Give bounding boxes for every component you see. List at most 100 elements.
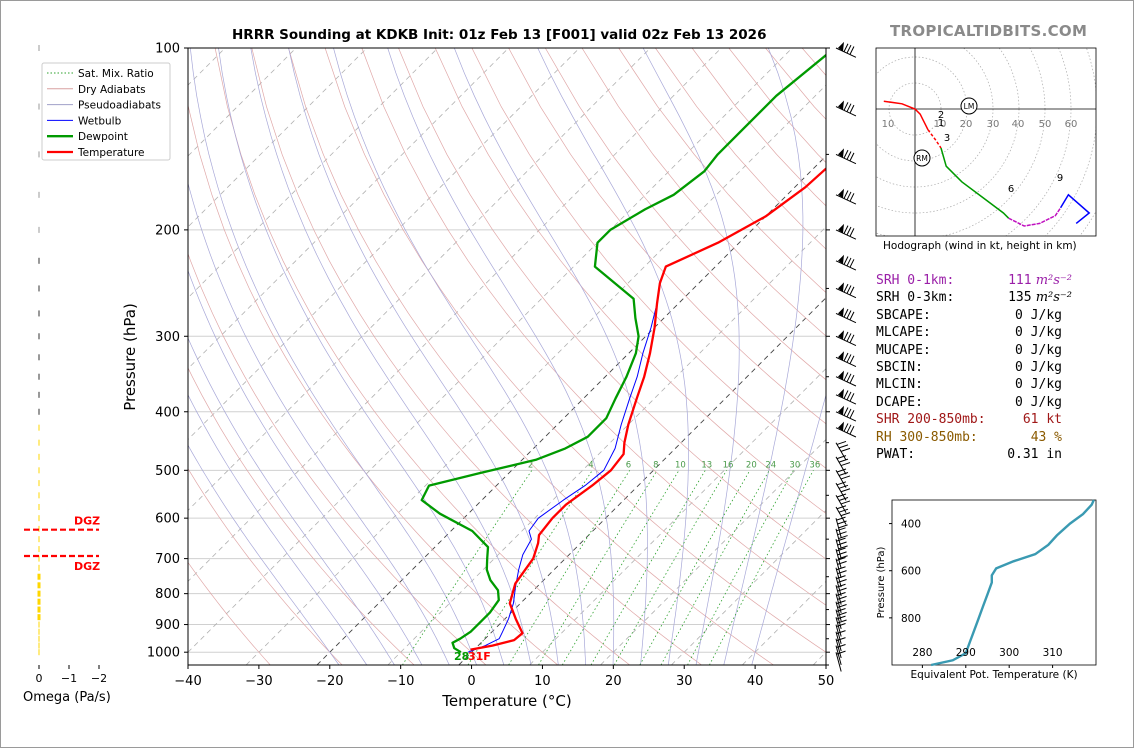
mixing-ratio-label: 20 [746, 460, 757, 470]
omega-bar [38, 226, 40, 233]
wind-barb [835, 351, 857, 368]
y-tick-label: 400 [155, 405, 180, 420]
wind-barb [835, 505, 851, 525]
hodo-ring-label: 10 [934, 119, 947, 130]
stat-row: RH 300-850mb: 43 % [876, 429, 1062, 446]
pseudoadiabat-line [642, 48, 740, 665]
pseudoadiabat-line [333, 48, 586, 665]
isotherm-line [671, 509, 826, 665]
hodo-rm-marker [913, 149, 931, 167]
thetae-x-axis-label: Equivalent Pot. Temperature (K) [910, 669, 1077, 681]
omega-bar [37, 606, 41, 613]
stat-name: RH 300-850mb: [876, 429, 978, 445]
x-tick-label: −20 [316, 674, 343, 689]
stat-name: SBCAPE: [876, 307, 931, 323]
pseudoadiabat-line [188, 394, 368, 665]
mixing-ratio-line [508, 470, 631, 665]
wind-barb [835, 630, 846, 652]
stat-name: MLCIN: [876, 377, 923, 393]
legend-label: Pseudoadiabats [78, 100, 161, 112]
wind-barb [835, 615, 847, 637]
temperature-line [470, 167, 826, 651]
thetae-frame [891, 499, 1097, 666]
omega-bar [38, 191, 40, 198]
legend-label: Dewpoint [78, 131, 128, 143]
mixing-ratio-line [467, 470, 593, 665]
hodo-trace [1059, 193, 1091, 224]
dry-adiabat-line [544, 48, 826, 381]
dry-adiabat-line [251, 48, 702, 665]
dgz-label: DGZ [74, 515, 100, 528]
omega-axis-label: Omega (Pa/s) [23, 690, 111, 705]
x-tick-label: 30 [676, 674, 693, 689]
wind-barb [835, 405, 857, 422]
legend-label: Sat. Mix. Ratio [78, 68, 154, 80]
y-tick-label: 100 [155, 42, 180, 57]
dry-adiabat-line [434, 48, 826, 514]
omega-bar [37, 598, 41, 605]
mixing-ratio-line [613, 470, 727, 665]
omega-tick-label: −1 [61, 672, 77, 685]
y-axis-label: Pressure (hPa) [121, 303, 139, 411]
omega-bar [38, 555, 40, 562]
dry-adiabat-line [398, 48, 826, 560]
brand-logo: TROPICALTIDBITS.COM [890, 22, 1088, 40]
dry-adiabat-line [361, 48, 826, 606]
hodo-trace [883, 100, 929, 131]
wind-barb [835, 421, 857, 438]
thetae-line [930, 499, 1095, 667]
stat-row: MUCAPE: 0 J/kg [876, 342, 1062, 359]
wind-barb [835, 623, 846, 645]
hodo-ring-label: 40 [1012, 119, 1025, 130]
wind-barb [835, 455, 851, 475]
x-tick-label: −30 [245, 674, 272, 689]
wind-barb [835, 481, 851, 501]
x-axis-label: Temperature (°C) [441, 692, 571, 710]
hodo-height-label: 2 [938, 110, 944, 121]
omega-bar [38, 424, 40, 431]
hodo-rm-label: RM [916, 154, 928, 163]
omega-tick-label: −2 [91, 672, 107, 685]
wind-barb [835, 330, 857, 347]
surface-dewpoint-label: 28 [454, 650, 469, 663]
dry-adiabat-line [188, 561, 271, 665]
omega-bar [38, 453, 40, 460]
pseudoadiabat-line [723, 48, 804, 665]
stat-row: SBCIN: 0 J/kg [876, 359, 1062, 376]
dry-adiabat-line [188, 367, 415, 665]
y-tick-label: 200 [155, 223, 180, 238]
stat-name: PWAT: [876, 446, 916, 462]
stat-name: SRH 0-3km: [876, 290, 955, 306]
omega-tick-label: 0 [36, 672, 43, 685]
legend-label: Dry Adiabats [78, 84, 146, 96]
wind-barb [835, 527, 848, 549]
mixing-ratio-line [709, 470, 814, 665]
wind-barb [835, 223, 857, 240]
mixing-ratio-label: 4 [588, 460, 593, 470]
hodo-ring-label: 50 [1039, 119, 1052, 130]
y-tick-label: 900 [155, 618, 180, 633]
mixing-ratio-label: 2 [528, 460, 533, 470]
wind-barb [835, 254, 857, 271]
plot-border [187, 47, 827, 666]
hodo-ring-label: 20 [960, 119, 973, 130]
stat-name: SRH 0-1km: [876, 273, 955, 288]
mixing-ratio-label: 24 [765, 460, 776, 470]
pseudoadiabat-line [188, 181, 450, 665]
omega-bar [38, 373, 40, 380]
isotherm-line [245, 84, 826, 665]
mixing-ratio-line [402, 470, 533, 665]
dry-adiabat-line [188, 467, 343, 665]
omega-bar [38, 467, 40, 474]
omega-bar [38, 536, 40, 543]
stat-row: SRH 0-1km: 111 m²s⁻² [876, 272, 1072, 289]
isotherm-line [188, 48, 793, 653]
y-tick-label: 700 [155, 552, 180, 567]
wind-barb [835, 100, 857, 117]
isotherm-line [600, 438, 826, 665]
x-tick-label: 50 [818, 674, 835, 689]
omega-bar [38, 515, 40, 522]
stat-value: 0 J/kg [1015, 307, 1062, 323]
omega-bar [38, 635, 40, 642]
stat-value: 111 m²s⁻² [1008, 273, 1072, 288]
